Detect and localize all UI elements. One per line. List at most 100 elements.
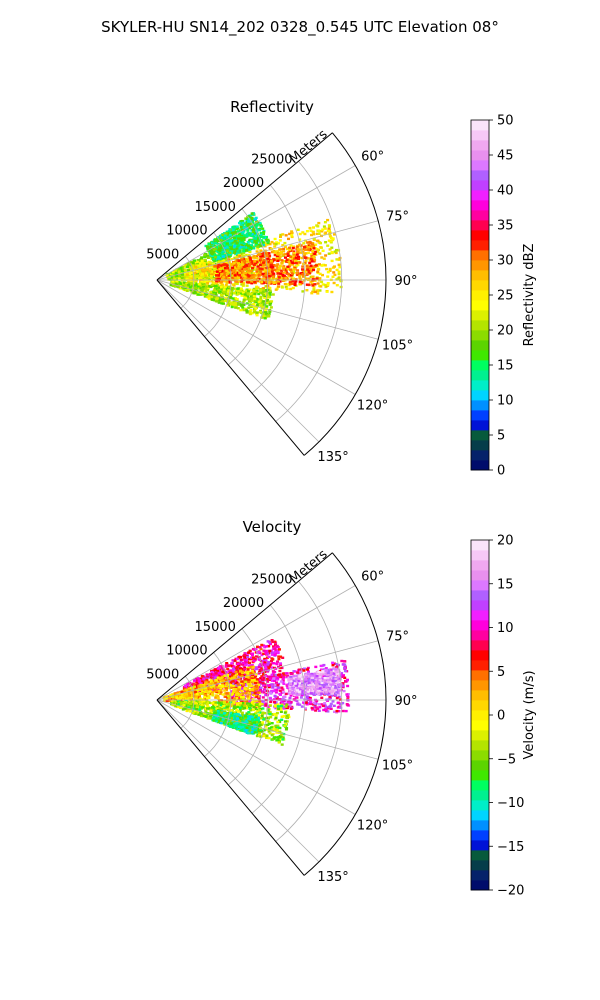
echo-pixel	[260, 239, 264, 242]
echo-pixel	[327, 252, 331, 255]
echo-pixel	[245, 310, 249, 313]
echo-pixel	[286, 674, 290, 678]
echo-pixel	[308, 226, 312, 230]
echo-pixel	[312, 286, 316, 289]
echo-pixel	[258, 221, 262, 225]
echo-pixel	[328, 267, 332, 271]
echo-pixel	[226, 267, 229, 270]
echo-pixel	[263, 317, 267, 320]
echo-pixel	[239, 224, 243, 227]
echo-pixel	[275, 270, 279, 273]
echo-pixel	[310, 279, 314, 282]
echo-pixel	[282, 250, 286, 253]
echo-pixel	[311, 242, 315, 245]
echo-pixel	[216, 260, 220, 264]
angle-tick-label: 135°	[317, 450, 348, 465]
echo-pixel	[246, 229, 250, 232]
echo-pixel	[255, 250, 259, 253]
echo-pixel	[236, 271, 240, 275]
echo-pixel	[258, 669, 262, 672]
echo-pixel	[252, 303, 256, 306]
echo-pixel	[259, 298, 263, 301]
echo-pixel	[265, 656, 269, 659]
echo-pixel	[306, 251, 310, 255]
echo-pixel	[253, 676, 257, 679]
echo-pixel	[235, 237, 239, 241]
echo-pixel	[328, 225, 331, 228]
echo-pixel	[289, 255, 293, 259]
echo-pixel	[232, 246, 236, 249]
echo-pixel	[230, 262, 234, 266]
echo-pixel	[220, 268, 224, 271]
echo-pixel	[273, 650, 277, 654]
echo-pixel	[242, 242, 246, 245]
echo-pixel	[318, 272, 322, 276]
echo-pixel	[256, 239, 260, 242]
echo-pixel	[292, 250, 296, 253]
echo-pixel	[244, 693, 248, 697]
echo-pixel	[189, 288, 193, 292]
echo-pixel	[277, 686, 281, 689]
echo-pixel	[194, 677, 198, 681]
echo-pixel	[273, 640, 277, 643]
echo-pixel	[341, 663, 345, 666]
echo-pixel	[255, 256, 259, 260]
echo-pixel	[287, 237, 290, 241]
echo-pixel	[227, 229, 231, 233]
echo-pixel	[326, 283, 330, 287]
echo-pixel	[231, 283, 235, 286]
echo-pixel	[246, 292, 250, 295]
echo-pixel	[271, 640, 275, 644]
echo-pixel	[330, 259, 334, 263]
echo-pixel	[185, 276, 189, 279]
echo-pixel	[233, 251, 236, 254]
echo-pixel	[201, 277, 205, 280]
echo-pixel	[262, 304, 265, 308]
echo-pixel	[335, 258, 339, 261]
echo-pixel	[261, 263, 265, 267]
echo-pixel	[280, 269, 284, 272]
velocity-echo	[162, 639, 351, 746]
echo-pixel	[237, 664, 241, 667]
echo-pixel	[269, 263, 273, 266]
echo-pixel	[317, 229, 321, 232]
echo-pixel	[255, 285, 259, 288]
echo-pixel	[169, 283, 173, 287]
echo-pixel	[311, 256, 315, 259]
echo-pixel	[283, 271, 287, 274]
echo-pixel	[222, 669, 226, 672]
echo-pixel	[234, 297, 237, 300]
echo-pixel	[204, 274, 207, 277]
echo-pixel	[241, 306, 245, 309]
colorbar-segment	[471, 160, 489, 171]
echo-pixel	[289, 694, 293, 697]
echo-pixel	[249, 656, 253, 659]
echo-pixel	[306, 666, 310, 670]
echo-pixel	[342, 689, 346, 693]
echo-pixel	[306, 246, 310, 249]
echo-pixel	[333, 273, 337, 277]
echo-pixel	[254, 216, 258, 220]
echo-pixel	[260, 667, 264, 670]
echo-pixel	[297, 255, 300, 259]
echo-pixel	[290, 272, 294, 275]
echo-pixel	[304, 269, 308, 272]
echo-pixel	[199, 677, 203, 680]
echo-pixel	[233, 266, 237, 269]
echo-pixel	[267, 684, 271, 687]
echo-pixel	[235, 684, 238, 687]
echo-pixel	[284, 706, 288, 710]
echo-pixel	[216, 269, 220, 272]
echo-pixel	[218, 236, 222, 239]
echo-pixel	[279, 663, 283, 666]
echo-pixel	[215, 246, 219, 249]
echo-pixel	[294, 265, 298, 268]
echo-pixel	[245, 217, 249, 221]
echo-pixel	[292, 245, 296, 248]
echo-pixel	[334, 251, 338, 255]
echo-pixel	[249, 308, 253, 312]
echo-pixel	[235, 667, 239, 670]
echo-pixel	[202, 263, 206, 266]
echo-pixel	[169, 271, 173, 275]
echo-pixel	[274, 691, 278, 694]
